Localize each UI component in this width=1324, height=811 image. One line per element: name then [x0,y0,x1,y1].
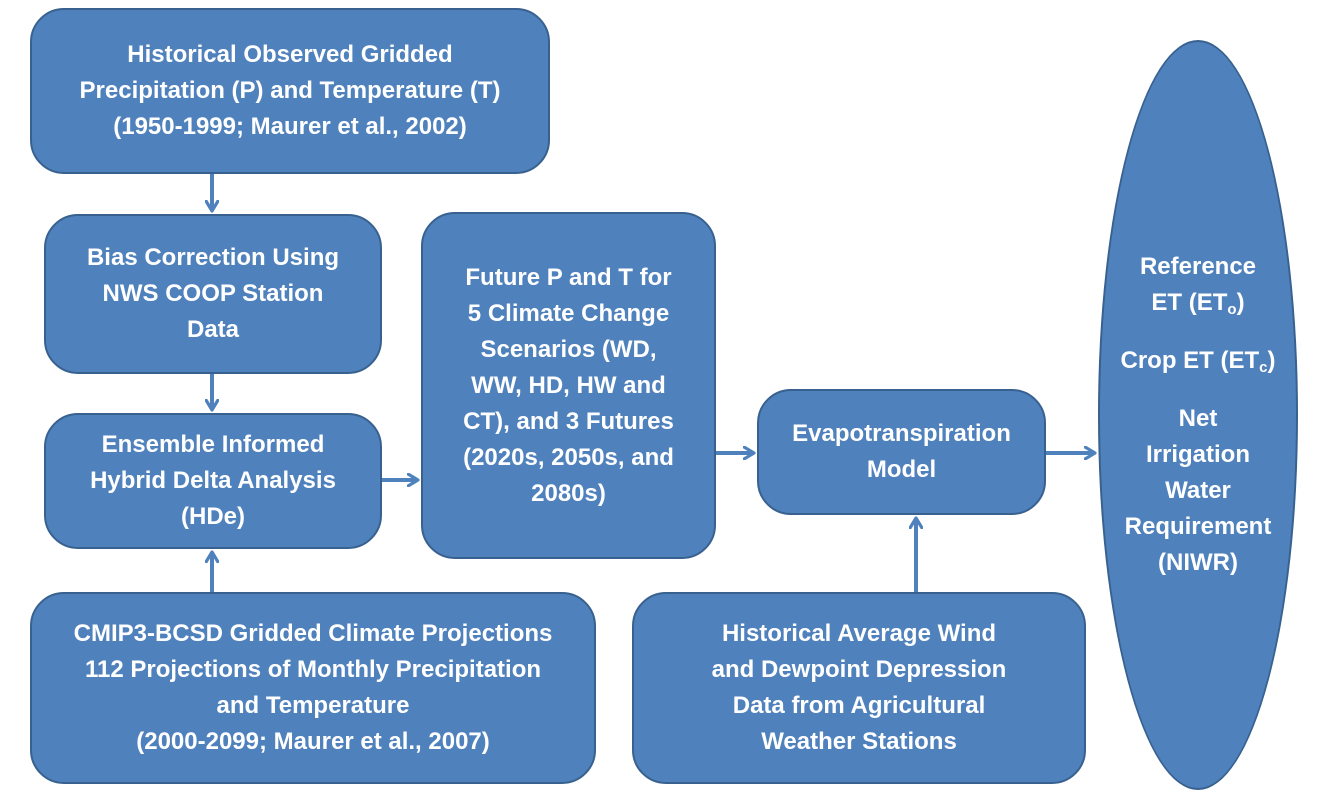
box-line: Model [866,456,937,483]
crop-et-close: ) [1267,347,1276,374]
box-line: and Dewpoint Depression [711,656,1007,683]
box-line: (2020s, 2050s, and [463,443,674,471]
outputs-oval: Reference ET (ETo) Crop ET (ETc) Net Irr… [1098,40,1298,790]
box-line: CMIP3-BCSD Gridded Climate Projections [73,620,553,647]
reference-et-subscript: o [1227,301,1237,318]
reference-et-value: ET (ETo) [1151,285,1244,321]
reference-et-text: ET (ET [1151,289,1228,316]
box-line: 2080s) [531,479,606,507]
niwr-line: Irrigation [1145,441,1250,468]
niwr-line: (NIWR) [1158,549,1238,576]
niwr-line: Net [1178,405,1218,432]
ensemble-hybrid-delta-box: Ensemble Informed Hybrid Delta Analysis … [44,413,382,549]
box-line: Ensemble Informed [101,431,325,458]
box-line: Future P and T for [465,263,672,291]
box-line: Data from Agricultural [732,692,986,719]
box-line: (2000-2099; Maurer et al., 2007) [136,728,490,755]
box-line: 5 Climate Change [467,299,670,327]
box-line: (HDe) [181,503,245,530]
box-line: WW, HD, HW and [471,371,666,399]
box-line: Historical Average Wind [721,620,997,647]
box-line: NWS COOP Station [102,280,324,307]
box-line: Historical Observed Gridded [127,41,453,68]
box-line: Weather Stations [761,728,957,755]
niwr-line: Requirement [1124,513,1272,540]
cmip3-projections-box: CMIP3-BCSD Gridded Climate Projections 1… [30,592,596,784]
crop-et-label: Crop ET (ETc) [1121,343,1276,379]
wind-dewpoint-box: Historical Average Wind and Dewpoint Dep… [632,592,1086,784]
box-line: Hybrid Delta Analysis [90,467,336,494]
et-model-box: Evapotranspiration Model [757,389,1046,515]
box-line: and Temperature [216,692,410,719]
historical-observed-box: Historical Observed Gridded Precipitatio… [30,8,550,174]
box-line: Precipitation (P) and Temperature (T) [79,77,501,104]
box-line: CT), and 3 Futures [463,407,674,435]
niwr-line: Water [1165,477,1231,504]
crop-et-text: Crop ET (ET [1120,347,1260,374]
reference-et-close: ) [1236,289,1245,316]
box-line: 112 Projections of Monthly Precipitation [84,656,542,683]
box-line: Evapotranspiration [792,420,1011,447]
box-line: Data [186,316,240,343]
crop-et-subscript: c [1259,359,1268,376]
box-line: Scenarios (WD, [480,335,657,363]
box-line: Bias Correction Using [86,244,340,271]
bias-correction-box: Bias Correction Using NWS COOP Station D… [44,214,382,374]
future-p-t-box: Future P and T for 5 Climate Change Scen… [421,212,716,559]
box-line: (1950-1999; Maurer et al., 2002) [113,113,467,140]
reference-et-label: Reference [1139,253,1257,280]
